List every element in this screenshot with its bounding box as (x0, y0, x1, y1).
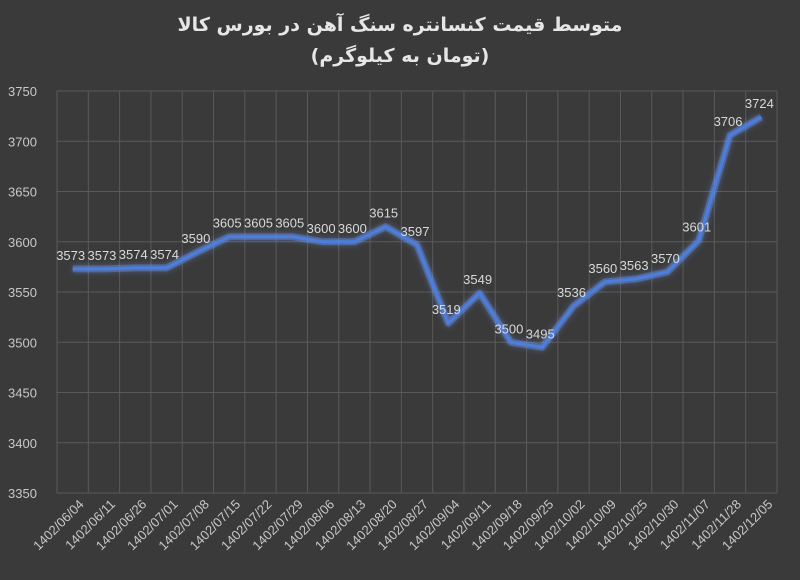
series-line (72, 115, 763, 349)
y-axis: 3350 3400 3450 3500 3550 3600 3650 3700 3750 (8, 84, 37, 501)
y-tick-label: 3650 (8, 185, 37, 200)
data-label: 3706 (714, 114, 743, 129)
data-label: 3519 (432, 302, 461, 317)
data-label: 3574 (119, 247, 148, 262)
data-label: 3500 (494, 321, 523, 336)
data-label: 3597 (401, 224, 430, 239)
data-label: 3600 (338, 221, 367, 236)
y-tick-label: 3700 (8, 134, 37, 149)
chart-subtitle: (تومان به کیلوگرم) (311, 44, 490, 67)
data-label: 3574 (150, 247, 179, 262)
data-label: 3724 (745, 96, 774, 111)
data-label: 3495 (526, 326, 555, 341)
data-label: 3570 (651, 251, 680, 266)
y-tick-label: 3500 (8, 335, 37, 350)
data-label: 3549 (463, 272, 492, 287)
y-tick-label: 3350 (8, 486, 37, 501)
y-tick-label: 3600 (8, 235, 37, 250)
data-label: 3573 (56, 248, 85, 263)
data-label: 3560 (588, 261, 617, 276)
y-tick-label: 3450 (8, 386, 37, 401)
data-label: 3563 (620, 258, 649, 273)
grid (56, 90, 778, 494)
data-label: 3605 (213, 216, 242, 231)
data-label: 3536 (557, 285, 586, 300)
x-axis: 1402/06/041402/06/111402/06/261402/07/01… (30, 497, 775, 554)
data-label: 3605 (244, 216, 273, 231)
data-label: 3601 (682, 220, 711, 235)
data-label: 3573 (87, 248, 116, 263)
data-label: 3605 (275, 216, 304, 231)
y-tick-label: 3550 (8, 285, 37, 300)
data-label: 3615 (369, 206, 398, 221)
data-label: 3600 (307, 221, 336, 236)
data-label: 3590 (181, 231, 210, 246)
chart-title: متوسط قیمت کنسانتره سنگ آهن در بورس کالا (178, 12, 623, 36)
series-line-layer (72, 114, 764, 351)
y-tick-label: 3750 (8, 84, 37, 99)
y-tick-label: 3400 (8, 436, 37, 451)
